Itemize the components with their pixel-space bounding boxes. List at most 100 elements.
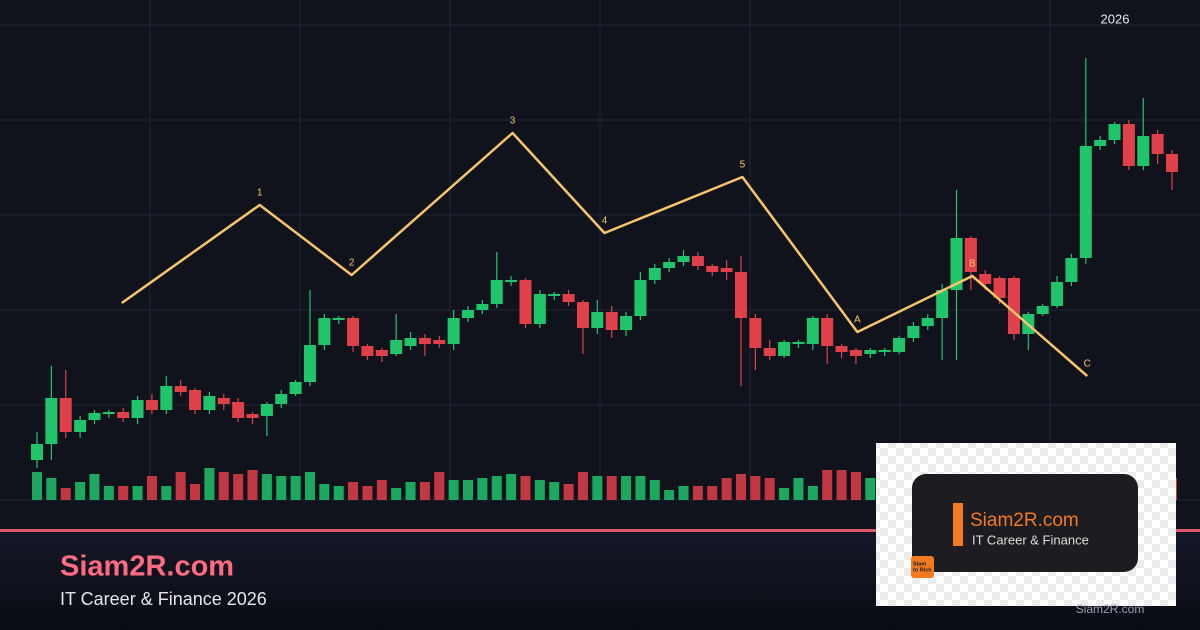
year-label: 2026 bbox=[1101, 11, 1130, 26]
volume-bar bbox=[190, 484, 201, 500]
candle-body bbox=[88, 413, 101, 420]
candle-body bbox=[821, 318, 834, 346]
volume-bar bbox=[836, 470, 847, 500]
candle-body bbox=[835, 346, 848, 352]
candle-body bbox=[734, 272, 747, 318]
candle-body bbox=[1065, 258, 1078, 282]
candle-body bbox=[893, 338, 906, 352]
volume-bar bbox=[793, 478, 804, 500]
candle-body bbox=[591, 312, 604, 328]
candle-body bbox=[433, 340, 446, 344]
volume-bar bbox=[664, 490, 675, 500]
candle-body bbox=[74, 420, 87, 432]
volume-bar bbox=[577, 472, 588, 500]
volume-bar bbox=[118, 486, 129, 500]
wave-label: 4 bbox=[602, 216, 608, 227]
candle-body bbox=[131, 400, 144, 418]
candle-body bbox=[318, 318, 331, 345]
volume-bar bbox=[247, 470, 258, 500]
candle-body bbox=[778, 342, 791, 356]
brand-tagline: IT Career & Finance 2026 bbox=[60, 589, 267, 609]
candle-body bbox=[332, 318, 345, 320]
volume-bar bbox=[750, 476, 761, 500]
candle-body bbox=[849, 350, 862, 356]
candle-body bbox=[993, 278, 1006, 298]
volume-bar bbox=[146, 476, 157, 500]
candle-body bbox=[189, 390, 202, 410]
volume-bar bbox=[563, 484, 574, 500]
volume-bar bbox=[103, 486, 114, 500]
volume-bar bbox=[822, 470, 833, 500]
volume-bar bbox=[779, 488, 790, 500]
volume-bar bbox=[707, 486, 718, 500]
candle-body bbox=[347, 318, 360, 346]
logo-card bbox=[912, 474, 1138, 572]
candle-body bbox=[806, 318, 819, 344]
volume-bar bbox=[448, 480, 459, 500]
badge-bottom: to Rich bbox=[913, 567, 932, 573]
volume-bar bbox=[692, 486, 703, 500]
wave-label: B bbox=[969, 259, 976, 270]
volume-bar bbox=[304, 472, 315, 500]
volume-bar bbox=[75, 482, 86, 500]
candle-body bbox=[979, 274, 992, 284]
candle-body bbox=[1151, 134, 1164, 154]
candle-body bbox=[792, 342, 805, 344]
candles bbox=[31, 58, 1178, 468]
candle-body bbox=[1007, 278, 1020, 334]
wave-label: 5 bbox=[740, 160, 746, 171]
volume-bar bbox=[463, 480, 474, 500]
volume-bar bbox=[60, 488, 71, 500]
volume-bar bbox=[477, 478, 488, 500]
volume-bar bbox=[391, 488, 402, 500]
candle-body bbox=[1122, 124, 1135, 166]
candle-body bbox=[174, 386, 187, 392]
volume-bar bbox=[405, 482, 416, 500]
volume-bar bbox=[276, 476, 287, 500]
candle-body bbox=[1108, 124, 1121, 140]
candle-body bbox=[102, 412, 115, 414]
volume-bar bbox=[362, 486, 373, 500]
candle-body bbox=[936, 290, 949, 318]
candle-body bbox=[562, 294, 575, 302]
candle-body bbox=[1137, 136, 1150, 166]
candle-body bbox=[246, 414, 259, 418]
volume-bar bbox=[764, 478, 775, 500]
candle-body bbox=[519, 280, 532, 324]
candle-body bbox=[217, 398, 230, 404]
watermark: Siam2R.com bbox=[1076, 602, 1145, 616]
candle-body bbox=[1036, 306, 1049, 314]
volume-bar bbox=[621, 476, 632, 500]
volume-bar bbox=[319, 484, 330, 500]
volume-bar bbox=[491, 476, 502, 500]
candle-body bbox=[720, 268, 733, 272]
candle-body bbox=[232, 402, 245, 418]
volume-bar bbox=[348, 482, 359, 500]
candle-body bbox=[634, 280, 647, 316]
candle-body bbox=[1166, 154, 1178, 172]
logo-subtitle: IT Career & Finance bbox=[972, 532, 1089, 547]
candle-body bbox=[907, 326, 920, 338]
candle-body bbox=[203, 396, 216, 410]
volume-bar bbox=[592, 476, 603, 500]
volume-bar bbox=[434, 472, 445, 500]
candle-body bbox=[260, 404, 273, 416]
candle-body bbox=[964, 238, 977, 272]
volume-bar bbox=[290, 476, 301, 500]
volume-bar bbox=[218, 472, 229, 500]
candle-body bbox=[447, 318, 460, 344]
candle-body bbox=[878, 350, 891, 352]
volume-bar bbox=[635, 476, 646, 500]
candle-body bbox=[31, 444, 43, 460]
candle-body bbox=[533, 294, 546, 324]
candle-body bbox=[921, 318, 934, 326]
logo-bar bbox=[953, 503, 963, 546]
candle-body bbox=[663, 262, 676, 268]
candle-body bbox=[1094, 140, 1107, 146]
divider bbox=[0, 529, 1200, 532]
volume-bar bbox=[534, 480, 545, 500]
candle-body bbox=[548, 294, 561, 296]
logo-badge bbox=[911, 556, 934, 578]
volume-bar bbox=[850, 472, 861, 500]
